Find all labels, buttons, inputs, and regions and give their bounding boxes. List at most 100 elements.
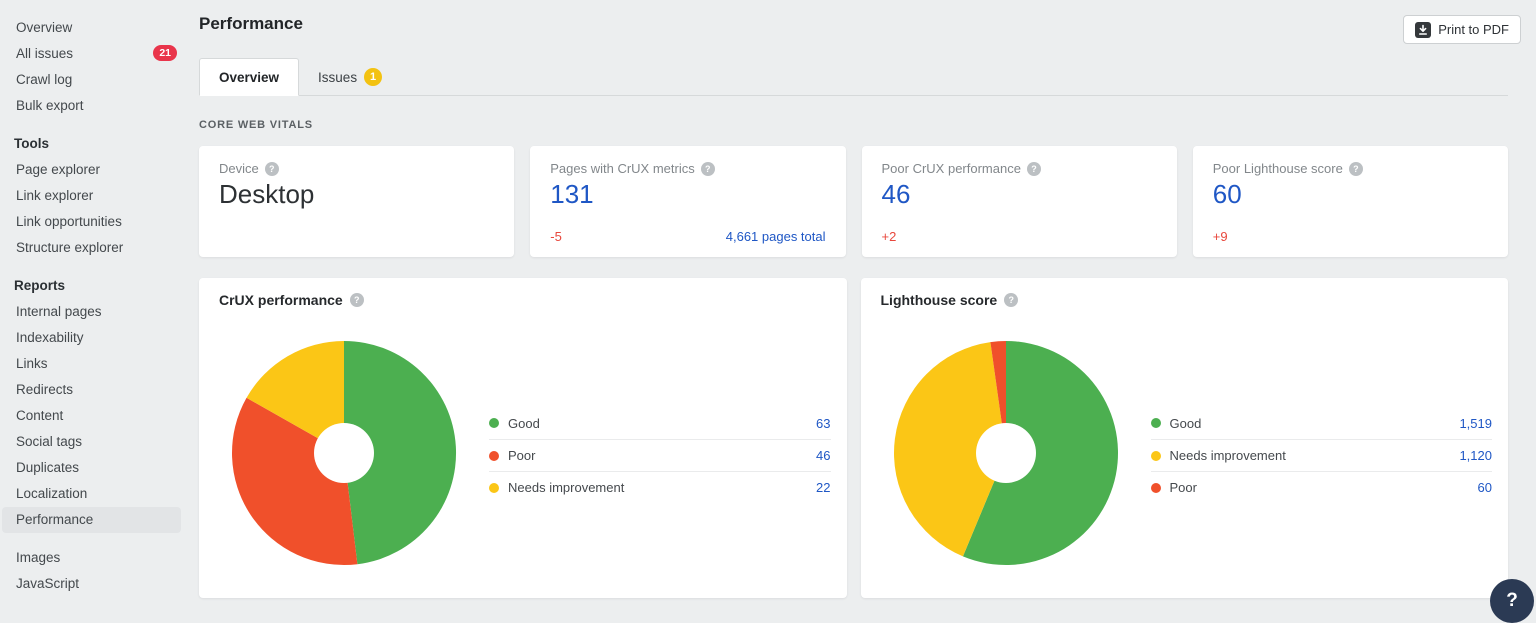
sidebar-item-redirects[interactable]: Redirects [2, 377, 181, 403]
core-web-vitals-label: CORE WEB VITALS [199, 119, 313, 131]
pie-segment-needs-improvement[interactable] [246, 341, 344, 453]
help-icon[interactable]: ? [1004, 293, 1019, 307]
sidebar-item-structure-explorer[interactable]: Structure explorer [2, 235, 181, 261]
main-content: Performance Print to PDF Overview Issues 1… [199, 0, 1521, 618]
sidebar-item-label: Link opportunities [16, 214, 122, 229]
help-icon[interactable]: ? [1348, 161, 1363, 176]
sidebar-item-link-opportunities[interactable]: Link opportunities [2, 209, 181, 235]
sidebar-item-label: All issues [16, 46, 74, 61]
sidebar-item-images[interactable]: Images [2, 545, 181, 571]
help-button[interactable]: ? [1490, 579, 1534, 623]
metric-card-footer: -5 4,661 pages total [550, 229, 825, 244]
metric-value[interactable]: 131 [550, 179, 594, 209]
legend-row-poor[interactable]: Poor 60 [1150, 471, 1492, 503]
legend-color-dot [489, 418, 499, 428]
metric-label: Poor Lighthouse score [1212, 161, 1343, 176]
legend-row-needs-improvement[interactable]: Needs improvement 22 [489, 471, 831, 503]
metric-label: Pages with CrUX metrics [550, 161, 695, 176]
legend-color-dot [1150, 418, 1161, 428]
legend-value[interactable]: 1,519 [1459, 415, 1492, 431]
legend-row-needs-improvement[interactable]: Needs improvement 1,120 [1150, 439, 1492, 471]
legend-value[interactable]: 22 [816, 480, 831, 495]
sidebar-item-label: Redirects [16, 382, 74, 397]
sidebar-item-crawl-log[interactable]: Crawl log [2, 67, 181, 93]
help-icon[interactable]: ? [264, 161, 279, 176]
sidebar-item-content[interactable]: Content [2, 403, 181, 429]
help-icon[interactable]: ? [1026, 161, 1041, 176]
help-icon[interactable]: ? [700, 161, 715, 176]
legend-value[interactable]: 1,120 [1459, 448, 1492, 463]
metric-value[interactable]: 60 [1212, 179, 1242, 209]
chart-legend: Good 63 Poor 46 Needs improvement 22 [489, 407, 831, 503]
sidebar-item-label: Localization [16, 486, 88, 501]
legend-label: Needs improvement [508, 480, 625, 495]
donut-hole [314, 423, 374, 483]
metric-card-header: Device? [219, 161, 494, 176]
tab-label: Issues [318, 69, 358, 85]
tab-overview[interactable]: Overview [199, 58, 300, 96]
sidebar-item-page-explorer[interactable]: Page explorer [2, 157, 181, 183]
sidebar-item-label: Crawl log [16, 72, 73, 87]
legend-row-good[interactable]: Good 63 [489, 407, 831, 439]
sidebar-item-indexability[interactable]: Indexability [2, 325, 181, 351]
issues-count-badge: 21 [153, 45, 177, 61]
metric-cards-row: Device? Desktop Pages with CrUX metrics? 13… [199, 146, 1508, 257]
pie-segment-needs-improvement[interactable] [893, 342, 1006, 557]
metric-card-header: Poor CrUX performance? [882, 161, 1157, 176]
legend-row-poor[interactable]: Poor 46 [489, 439, 831, 471]
pie-segment-good[interactable] [962, 341, 1118, 565]
metric-value[interactable]: 46 [881, 179, 911, 209]
sidebar-item-label: Overview [16, 20, 73, 35]
chart-card-lighthouse-score: Lighthouse score? Good 1,519 Needs improvem… [860, 278, 1508, 598]
sidebar-item-label: Internal pages [16, 304, 102, 319]
chart-title: CrUX performance [219, 292, 343, 308]
sidebar-item-label: Links [16, 356, 48, 371]
legend-row-good[interactable]: Good 1,519 [1150, 407, 1492, 439]
sidebar: Overview All issues 21 Crawl log Bulk export… [0, 0, 183, 618]
legend-label: Needs improvement [1169, 448, 1286, 463]
metric-card-pages-with-crux-metrics: Pages with CrUX metrics? 131 -5 4,661 pages… [530, 146, 846, 257]
sidebar-item-overview[interactable]: Overview [2, 15, 181, 41]
legend-value[interactable]: 60 [1477, 480, 1492, 495]
sidebar-item-label: Structure explorer [16, 240, 124, 255]
metric-delta: -5 [550, 229, 562, 244]
legend-color-dot [1150, 450, 1161, 461]
sidebar-item-bulk-export[interactable]: Bulk export [2, 93, 181, 119]
sidebar-item-all-issues[interactable]: All issues 21 [2, 41, 181, 67]
sidebar-item-label: Link explorer [16, 188, 94, 203]
sidebar-item-internal-pages[interactable]: Internal pages [2, 299, 181, 325]
sidebar-item-label: Page explorer [16, 162, 101, 177]
sidebar-item-javascript[interactable]: JavaScript [2, 571, 181, 597]
metric-card-footer: +2 [882, 229, 1157, 244]
metric-label: Device [219, 161, 259, 176]
sidebar-item-links[interactable]: Links [2, 351, 181, 377]
legend-color-dot [489, 482, 499, 493]
metric-extra-link[interactable]: 4,661 pages total [725, 229, 826, 244]
print-to-pdf-button[interactable]: Print to PDF [1403, 15, 1521, 44]
metric-card-footer: +9 [1213, 229, 1488, 244]
sidebar-group: Overview All issues 21 Crawl log Bulk export [0, 15, 183, 119]
tab-issues-badge: 1 [364, 68, 383, 86]
page-title: Performance [199, 14, 303, 33]
chart-title: Lighthouse score [880, 292, 998, 308]
sidebar-item-duplicates[interactable]: Duplicates [2, 455, 181, 481]
pdf-download-icon [1415, 21, 1432, 38]
help-icon[interactable]: ? [349, 293, 364, 307]
sidebar-item-social-tags[interactable]: Social tags [2, 429, 181, 455]
legend-label: Good [1169, 415, 1202, 431]
sidebar-item-performance[interactable]: Performance [2, 507, 181, 533]
sidebar-group: Tools Page explorer Link explorer Link oppo… [0, 131, 183, 261]
tab-issues[interactable]: Issues 1 [299, 58, 401, 96]
legend-label: Poor [1169, 480, 1197, 495]
metric-card-poor-crux-performance: Poor CrUX performance? 46 +2 [861, 146, 1177, 257]
donut-hole [975, 423, 1036, 483]
pie-segment-good[interactable] [344, 341, 457, 565]
legend-color-dot [489, 450, 499, 461]
pie-segment-poor[interactable] [231, 397, 358, 566]
legend-value[interactable]: 63 [816, 415, 831, 431]
tab-label: Overview [219, 69, 280, 85]
sidebar-item-label: JavaScript [16, 576, 80, 591]
sidebar-item-link-explorer[interactable]: Link explorer [2, 183, 181, 209]
sidebar-item-localization[interactable]: Localization [2, 481, 181, 507]
legend-value[interactable]: 46 [816, 448, 831, 463]
